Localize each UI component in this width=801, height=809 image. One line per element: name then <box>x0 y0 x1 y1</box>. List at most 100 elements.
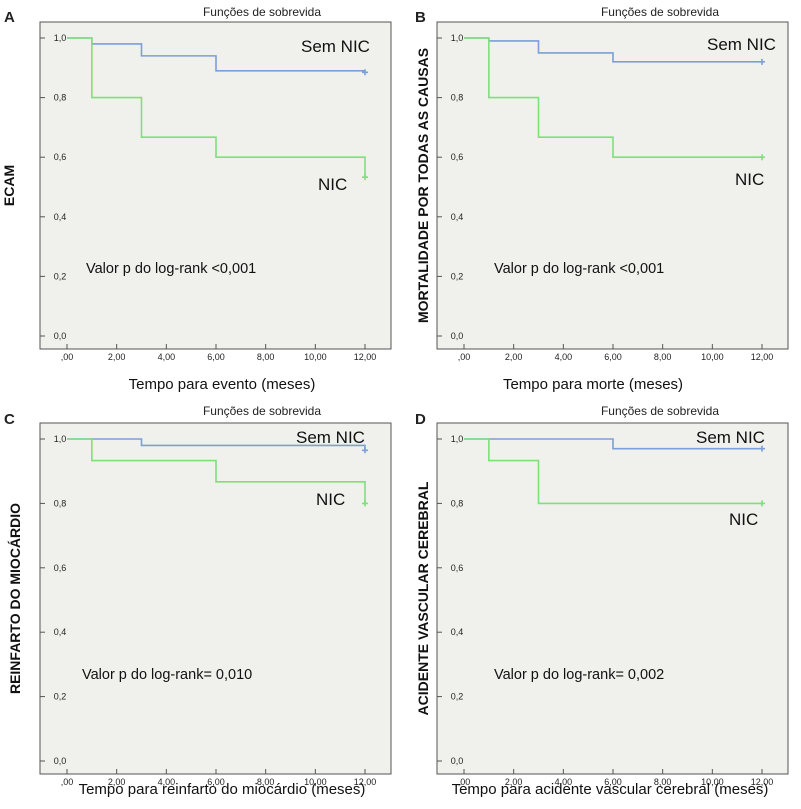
chart-title: Funções de sobrevida <box>601 404 719 418</box>
x-tick-label: 2,00 <box>108 352 126 362</box>
x-tick-label: 2,00 <box>505 352 523 362</box>
x-tick-label: 10,00 <box>701 777 724 787</box>
x-axis-label: Tempo para evento (meses) <box>129 376 316 393</box>
censor-mark <box>362 174 368 181</box>
y-tick-label: 0,2 <box>54 271 67 281</box>
x-axis-label: Tempo para morte (meses) <box>503 376 683 393</box>
series-label-nic: NIC <box>318 175 347 194</box>
x-tick-label: ,00 <box>458 352 471 362</box>
x-tick-label: ,00 <box>458 777 471 787</box>
y-tick-label: 0,4 <box>54 212 67 222</box>
x-tick-label: 2,00 <box>505 777 523 787</box>
y-axis-label: ECAM <box>1 165 17 206</box>
y-tick-label: 1,0 <box>54 33 67 43</box>
x-tick-label: 12,00 <box>354 352 377 362</box>
p-value-annotation: Valor p do log-rank= 0,010 <box>82 667 252 683</box>
x-tick-label: 6,00 <box>604 352 622 362</box>
panel-A: A Funções de sobrevida 0,0 0,2 0,4 0,6 0,8 1,0,… <box>1 5 392 393</box>
x-tick-label: 2,00 <box>108 777 126 787</box>
series-label-sem-nic: Sem NIC <box>301 37 370 56</box>
chart-title: Funções de sobrevida <box>203 404 321 418</box>
y-tick-label: 0,8 <box>451 498 464 508</box>
panel-letter: A <box>4 9 15 26</box>
chart-title: Funções de sobrevida <box>203 5 321 19</box>
panel-letter: D <box>415 411 426 428</box>
series-label-nic: NIC <box>735 170 764 189</box>
x-axis-label: Tempo para reinfarto do miocárdio (meses… <box>79 781 366 798</box>
x-axis-label: Tempo para acidente vascular cerebral (m… <box>452 781 769 798</box>
censor-mark <box>759 58 765 65</box>
series-label-nic: NIC <box>316 490 345 509</box>
x-tick-label: 8,00 <box>654 352 672 362</box>
censor-mark <box>759 500 765 507</box>
panel-D: D Funções de sobrevida 0,0 0,2 0,4 0,6 0,8 1,0,… <box>415 404 789 798</box>
panel-C: C Funções de sobrevida 0,0 0,2 0,4 0,6 0,8 1,0,… <box>4 404 392 798</box>
panel-letter: B <box>415 9 426 26</box>
censor-mark <box>362 447 368 454</box>
y-tick-label: 0,6 <box>451 152 464 162</box>
y-axis-label: MORTALIDADE POR TODAS AS CAUSAS <box>415 48 431 323</box>
y-tick-label: 0,0 <box>451 756 464 766</box>
series-line-nic <box>67 37 366 178</box>
series-label-sem-nic: Sem NIC <box>696 428 765 447</box>
x-tick-label: 8,00 <box>257 777 275 787</box>
y-tick-label: 0,4 <box>451 627 464 637</box>
x-tick-label: 4,00 <box>158 777 176 787</box>
p-value-annotation: Valor p do log-rank <0,001 <box>494 261 664 277</box>
y-tick-label: 0,0 <box>54 331 67 341</box>
x-tick-label: 10,00 <box>701 352 724 362</box>
y-tick-label: 1,0 <box>451 434 464 444</box>
y-tick-label: 1,0 <box>54 434 67 444</box>
x-tick-label: ,00 <box>61 777 74 787</box>
panel-letter: C <box>4 411 15 428</box>
x-tick-label: 8,00 <box>257 352 275 362</box>
y-tick-label: 0,8 <box>54 93 67 103</box>
censor-mark <box>759 154 765 161</box>
p-value-annotation: Valor p do log-rank= 0,002 <box>494 667 664 683</box>
y-tick-label: 0,6 <box>451 563 464 573</box>
series-line-sem-nic <box>464 438 762 450</box>
y-tick-label: 1,0 <box>451 33 464 43</box>
x-tick-label: 6,00 <box>604 777 622 787</box>
y-tick-label: 0,0 <box>54 756 67 766</box>
y-tick-label: 0,4 <box>451 212 464 222</box>
y-tick-label: 0,8 <box>54 498 67 508</box>
x-tick-label: 4,00 <box>555 777 573 787</box>
series-line-nic <box>67 438 366 504</box>
y-tick-label: 0,2 <box>451 271 464 281</box>
y-tick-label: 0,6 <box>54 563 67 573</box>
y-tick-label: 0,8 <box>451 93 464 103</box>
series-label-sem-nic: Sem NIC <box>296 428 365 447</box>
x-tick-label: 12,00 <box>751 352 774 362</box>
x-tick-label: 4,00 <box>158 352 176 362</box>
y-tick-label: 0,4 <box>54 627 67 637</box>
chart-title: Funções de sobrevida <box>601 5 719 19</box>
y-axis-label: REINFARTO DO MIOCÁRDIO <box>7 503 23 694</box>
plot-area <box>436 21 789 350</box>
censor-mark <box>362 69 368 76</box>
x-tick-label: 10,00 <box>304 352 327 362</box>
x-tick-label: 6,00 <box>207 777 225 787</box>
x-tick-label: 12,00 <box>354 777 377 787</box>
y-tick-label: 0,0 <box>451 331 464 341</box>
y-tick-label: 0,2 <box>451 692 464 702</box>
censor-mark <box>362 500 368 507</box>
censor-mark <box>759 445 765 452</box>
y-tick-label: 0,2 <box>54 692 67 702</box>
x-tick-label: 12,00 <box>751 777 774 787</box>
series-line-nic <box>464 37 762 158</box>
y-axis-label: ACIDENTE VASCULAR CEREBRAL <box>415 481 431 715</box>
series-label-nic: NIC <box>729 510 758 529</box>
plot-area <box>39 21 392 350</box>
series-label-sem-nic: Sem NIC <box>707 35 776 54</box>
x-tick-label: 8,00 <box>654 777 672 787</box>
p-value-annotation: Valor p do log-rank <0,001 <box>86 261 256 277</box>
x-tick-label: ,00 <box>61 352 74 362</box>
x-tick-label: 10,00 <box>304 777 327 787</box>
plot-area <box>436 422 789 775</box>
y-tick-label: 0,6 <box>54 152 67 162</box>
series-line-nic <box>464 438 762 505</box>
x-tick-label: 6,00 <box>207 352 225 362</box>
x-tick-label: 4,00 <box>555 352 573 362</box>
